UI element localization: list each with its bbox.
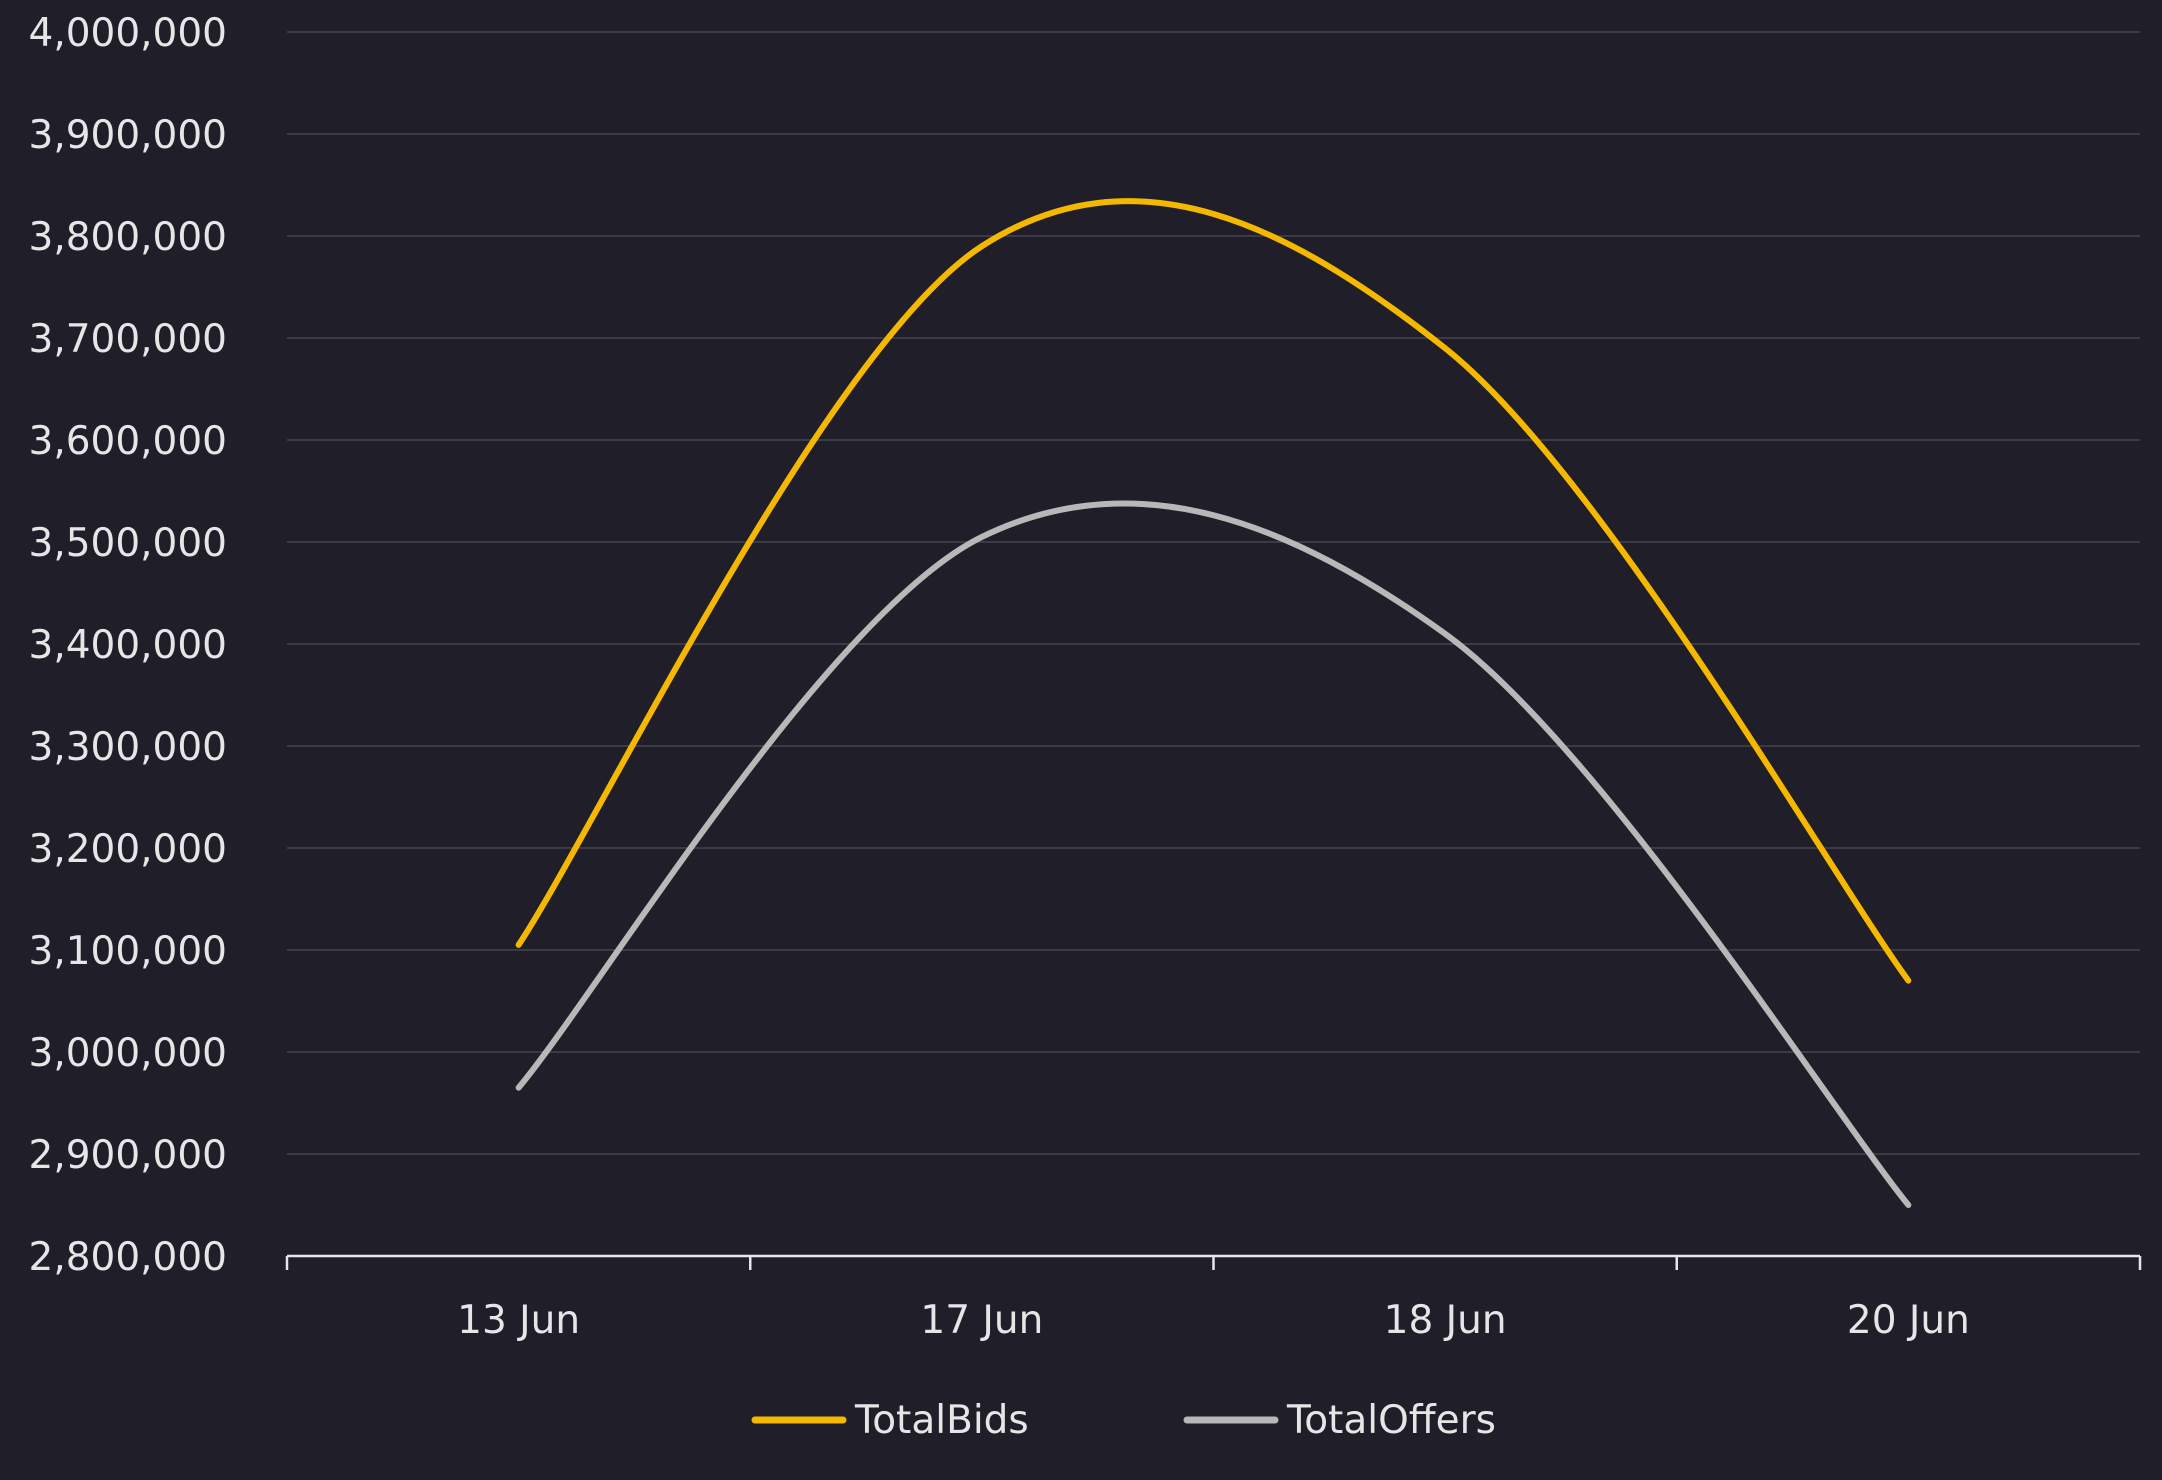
y-tick-label: 3,800,000 [29, 215, 228, 260]
legend-label: TotalOffers [1286, 1398, 1496, 1443]
x-tick-label: 20 Jun [1847, 1298, 1970, 1343]
y-tick-label: 3,100,000 [29, 929, 228, 974]
y-tick-label: 3,500,000 [29, 521, 228, 566]
y-axis: 2,800,000 2,900,000 3,000,000 3,100,000 3,20… [29, 11, 228, 1280]
y-tick-label: 3,600,000 [29, 419, 228, 464]
x-tick-label: 17 Jun [920, 1298, 1043, 1343]
y-tick-label: 2,900,000 [29, 1133, 228, 1178]
series-line-totaloffers [515, 500, 1912, 1208]
y-tick-label: 3,200,000 [29, 827, 228, 872]
series-line-totalbids [515, 198, 1912, 984]
y-tick-label: 3,900,000 [29, 113, 228, 158]
y-tick-label: 2,800,000 [29, 1235, 228, 1280]
x-axis: 13 Jun 17 Jun 18 Jun 20 Jun [285, 1254, 2142, 1343]
gridlines [287, 31, 2140, 1155]
legend: TotalBids TotalOffers [751, 1398, 1496, 1443]
y-tick-label: 4,000,000 [29, 11, 228, 56]
legend-label: TotalBids [854, 1398, 1029, 1443]
x-tick-label: 18 Jun [1384, 1298, 1507, 1343]
y-tick-label: 3,000,000 [29, 1031, 228, 1076]
series-lines [515, 198, 1912, 1208]
y-tick-label: 3,400,000 [29, 623, 228, 668]
y-tick-label: 3,300,000 [29, 725, 228, 770]
x-tick-label: 13 Jun [457, 1298, 580, 1343]
y-tick-label: 3,700,000 [29, 317, 228, 362]
